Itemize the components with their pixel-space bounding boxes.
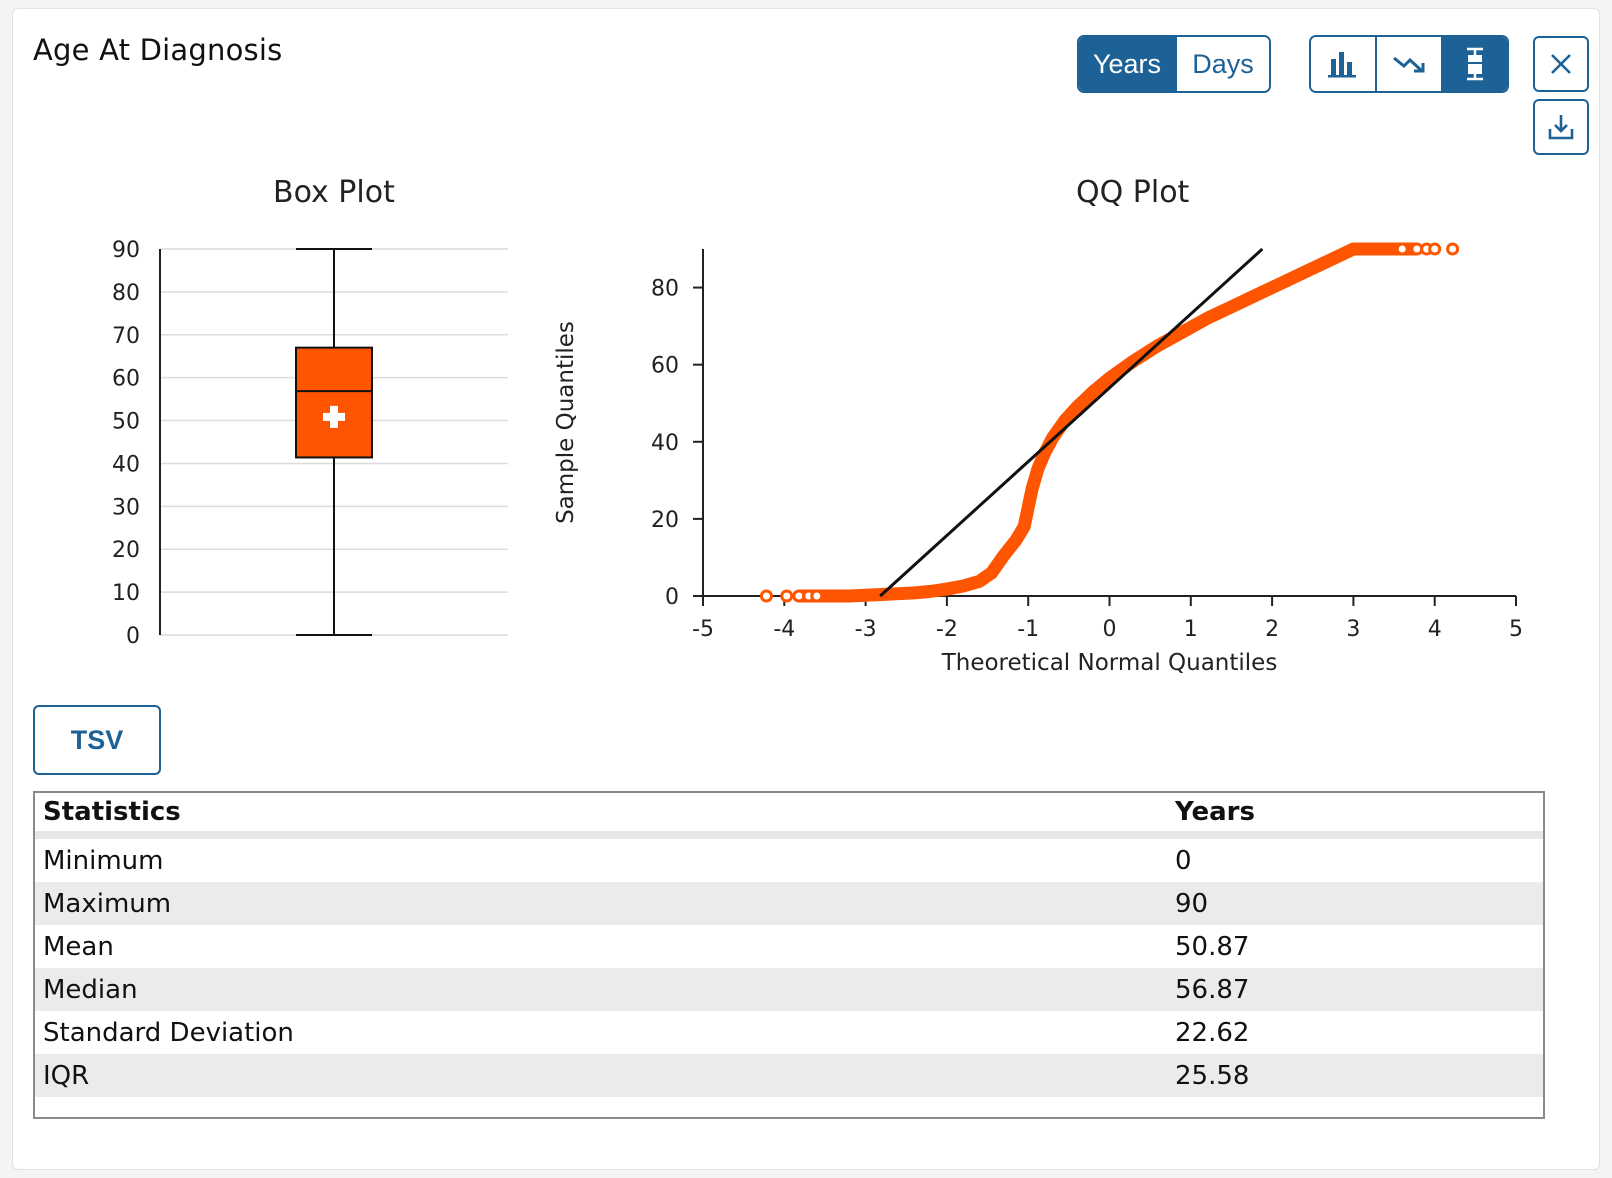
y-tick-label: 50 [112,410,140,435]
row-value: 56.87 [1175,974,1250,1005]
y-tick-label: 40 [112,452,140,477]
download-button[interactable] [1533,99,1589,155]
qq-point [780,589,794,603]
row-label: IQR [43,1060,90,1091]
y-tick-label: 90 [112,238,140,263]
row-label: Minimum [43,845,164,876]
qq-point [1446,242,1460,256]
days-button[interactable]: Days [1177,37,1269,91]
x-tick-label: 2 [1265,617,1279,642]
x-tick-label: 5 [1509,617,1523,642]
row-value: 0 [1175,845,1192,876]
box-plot-button[interactable] [1443,37,1507,91]
x-tick-label: -4 [773,617,795,642]
y-tick-label: 20 [651,508,679,533]
histogram-button[interactable] [1311,37,1377,91]
unit-toggle: Years Days [1077,35,1271,93]
row-value: 90 [1175,888,1209,919]
x-tick-label: 4 [1428,617,1442,642]
table-row: Standard Deviation 22.62 [35,1011,1543,1054]
row-label: Standard Deviation [43,1017,294,1048]
bar-chart-icon [1328,52,1356,78]
y-tick-label: 30 [112,495,140,520]
row-label: Median [43,974,138,1005]
row-value: 25.58 [1175,1060,1250,1091]
x-tick-label: -3 [855,617,877,642]
age-at-diagnosis-card: Age At Diagnosis Years Days [12,8,1600,1170]
qq-plot-chart: 0 20 40 60 80 -5 -4 -3 -2 -1 0 1 2 3 4 5 Theoretical Nor… [553,242,1523,676]
mean-marker [323,405,345,428]
y-tick-label: 0 [126,624,140,649]
y-tick-label: 60 [651,354,679,379]
table-row: IQR 25.58 [35,1054,1543,1097]
tsv-download-button[interactable]: TSV [33,705,161,775]
table-row: Maximum 90 [35,882,1543,925]
box-plot-title: Box Plot [273,175,395,210]
close-icon [1551,54,1571,74]
row-value: 50.87 [1175,931,1250,962]
row-value: 22.62 [1175,1017,1250,1048]
table-header: Statistics Years [35,793,1543,839]
qq-point [810,589,824,603]
y-tick-label: 60 [112,367,140,392]
table-row: Median 56.87 [35,968,1543,1011]
x-tick-label: -5 [692,617,714,642]
header-years: Years [1175,797,1255,827]
y-axis-label: Sample Quantiles [553,321,579,524]
iqr-box [295,346,373,459]
y-tick-label: 70 [112,324,140,349]
header-statistics: Statistics [43,797,181,827]
trend-down-icon [1393,56,1425,73]
qq-plot-title: QQ Plot [1076,175,1190,210]
table-row: Minimum 0 [35,839,1543,882]
y-tick-label: 0 [665,585,679,610]
y-tick-label: 80 [651,277,679,302]
x-tick-label: 0 [1103,617,1117,642]
row-label: Maximum [43,888,172,919]
y-tick-label: 20 [112,538,140,563]
qq-point [1395,242,1409,256]
x-tick-label: -2 [936,617,958,642]
box-plot-chart: 0 10 20 30 40 50 60 70 80 90 [112,238,508,649]
table-row: Mean 50.87 [35,925,1543,968]
card-title: Age At Diagnosis [33,33,283,67]
x-tick-label: 3 [1346,617,1360,642]
close-button[interactable] [1533,36,1589,92]
y-tick-label: 80 [112,281,140,306]
chart-type-toggle [1309,35,1509,93]
qq-point [759,589,773,603]
qq-point [1428,242,1442,256]
y-tick-label: 10 [112,581,140,606]
years-button[interactable]: Years [1079,37,1177,91]
qq-point-band [792,242,1424,603]
survival-plot-button[interactable] [1377,37,1443,91]
statistics-table: Statistics Years Minimum 0 Maximum 90 Me… [33,791,1545,1119]
row-label: Mean [43,931,114,962]
y-tick-label: 40 [651,431,679,456]
x-axis-label: Theoretical Normal Quantiles [941,650,1278,676]
x-tick-label: -1 [1017,617,1039,642]
download-icon [1548,115,1574,140]
reference-line [879,247,1264,598]
box-plot-icon [1467,47,1483,81]
x-tick-label: 1 [1184,617,1198,642]
